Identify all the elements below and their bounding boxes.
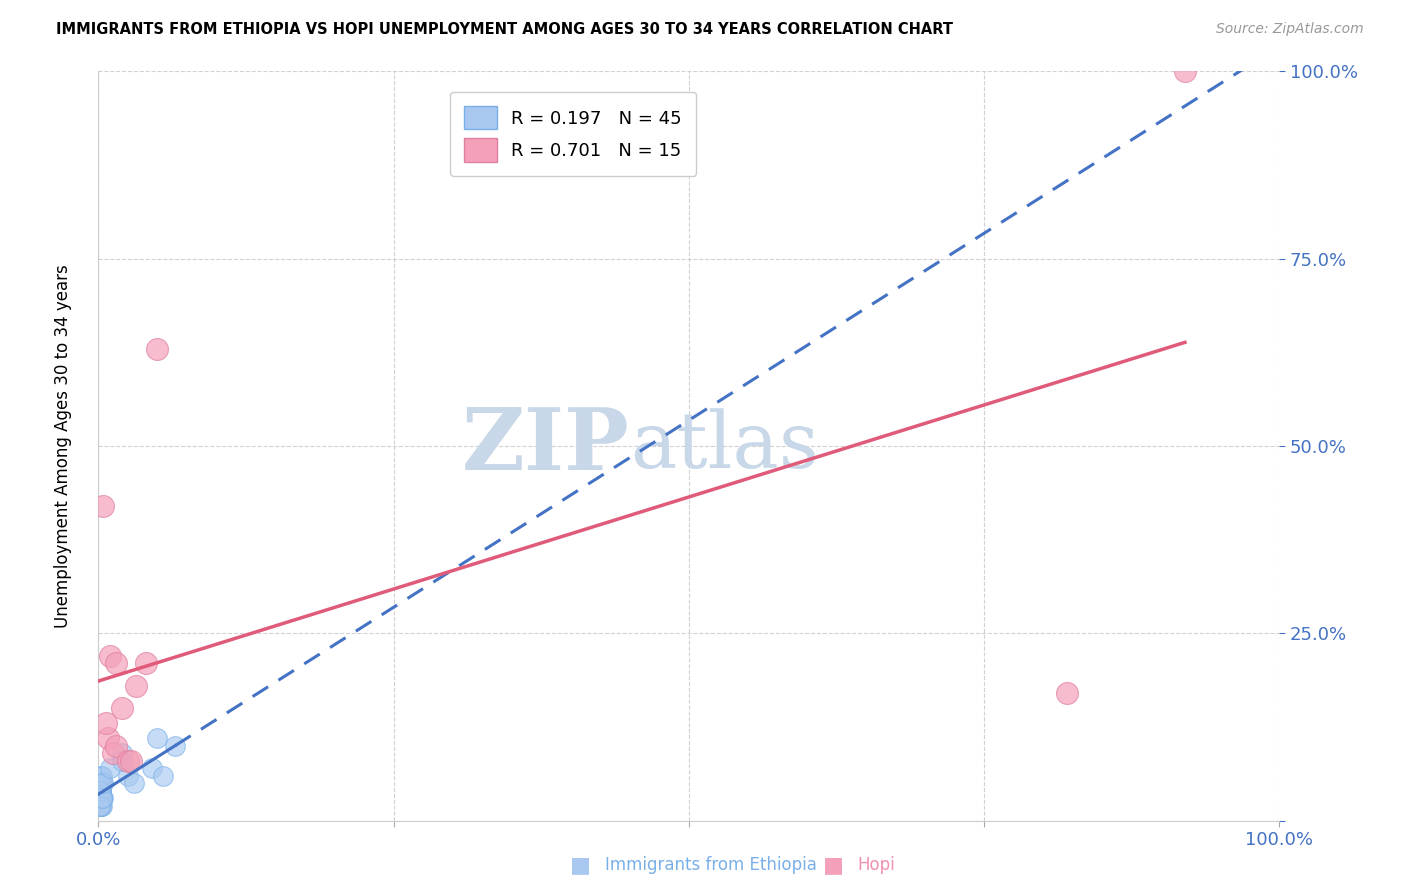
Point [90,783,112,797]
Point [90,776,112,790]
Point [135,657,157,671]
Point [105,657,128,671]
Point [98,761,121,775]
Point [89,776,111,790]
Point [90,783,112,797]
Point [91,791,114,805]
Point [105,739,128,753]
Point [90,783,112,797]
Point [89,783,111,797]
Point [89,776,111,790]
Point [97,731,120,746]
Point [121,754,143,768]
Text: ZIP: ZIP [463,404,630,488]
Point [91,499,114,513]
Point [91,776,114,790]
Point [89,798,111,813]
Point [90,791,112,805]
Point [89,783,111,797]
Text: Hopi: Hopi [858,856,896,874]
Point [91,776,114,790]
Point [89,791,111,805]
Point [111,746,134,760]
Point [94,716,117,731]
Point [91,791,114,805]
Point [89,798,111,813]
Point [111,701,134,715]
Point [1056,686,1078,700]
Point [91,791,114,805]
Point [117,754,139,768]
Point [91,776,114,790]
Point [125,679,148,693]
Point [117,769,139,783]
Point [90,769,112,783]
Text: atlas: atlas [630,409,818,483]
Text: ■: ■ [569,855,591,875]
Point [89,783,111,797]
Point [90,783,112,797]
Point [91,798,114,813]
Point [89,798,111,813]
Text: Unemployment Among Ages 30 to 34 years: Unemployment Among Ages 30 to 34 years [55,264,72,628]
Text: ■: ■ [823,855,844,875]
Point [90,798,112,813]
Point [152,769,174,783]
Point [165,739,187,753]
Point [91,791,114,805]
Point [91,791,114,805]
Text: Immigrants from Ethiopia: Immigrants from Ethiopia [605,856,817,874]
Point [91,791,114,805]
Point [111,754,134,768]
Point [101,746,124,760]
Point [146,342,169,356]
Point [146,731,169,746]
Point [90,791,112,805]
Point [90,798,112,813]
Text: Source: ZipAtlas.com: Source: ZipAtlas.com [1216,22,1364,37]
Point [91,769,114,783]
Point [141,761,163,775]
Point [90,783,112,797]
Legend: R = 0.197   N = 45, R = 0.701   N = 15: R = 0.197 N = 45, R = 0.701 N = 15 [450,92,696,176]
Text: IMMIGRANTS FROM ETHIOPIA VS HOPI UNEMPLOYMENT AMONG AGES 30 TO 34 YEARS CORRELAT: IMMIGRANTS FROM ETHIOPIA VS HOPI UNEMPLO… [56,22,953,37]
Point [89,783,111,797]
Point [90,791,112,805]
Point [91,791,114,805]
Point [89,798,111,813]
Point [1174,64,1197,78]
Point [90,783,112,797]
Point [98,648,121,663]
Point [122,776,145,790]
